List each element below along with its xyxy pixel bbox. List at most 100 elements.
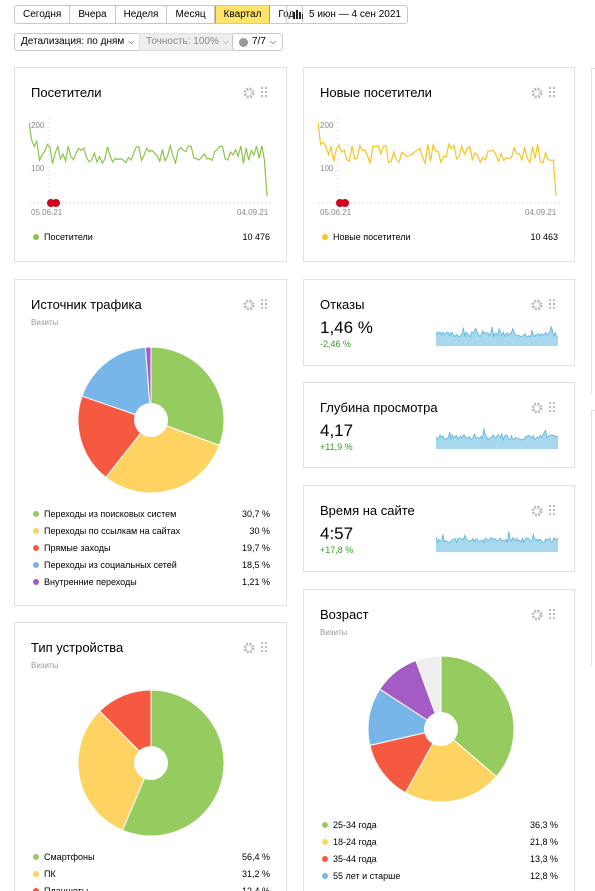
drag-handle-icon[interactable]: [549, 299, 557, 310]
metric-delta: +11,9 %: [320, 442, 353, 452]
legend-row[interactable]: Прямые заходы 19,7 %: [33, 542, 270, 554]
widget-subtitle: Визиты: [31, 661, 59, 670]
pie-slice[interactable]: [369, 728, 442, 794]
accuracy-dropdown[interactable]: Точность: 100% ⌵: [139, 33, 236, 51]
legend-row[interactable]: 25-34 года 36,3 %: [322, 819, 558, 831]
legend-dot: [322, 839, 328, 845]
legend-row[interactable]: Планшеты 12,4 %: [33, 885, 270, 891]
age-pie-chart: [367, 655, 515, 803]
period-month-button[interactable]: Месяц: [167, 6, 215, 23]
pie-slice[interactable]: [98, 689, 152, 765]
legend-dot: [322, 873, 328, 879]
gear-icon[interactable]: [531, 87, 543, 99]
metric-value: 1,46 %: [320, 318, 373, 337]
legend-dot: [33, 579, 39, 585]
widget-title: Новые посетители: [320, 85, 432, 100]
visitors-line-chart: [29, 118, 273, 207]
legend-value: 10 476: [242, 232, 270, 242]
offscreen-card-edge: [591, 410, 595, 666]
pie-slice[interactable]: [150, 346, 225, 447]
legend-value: 18,5 %: [241, 560, 270, 570]
y-tick-label: 200: [320, 121, 334, 130]
legend-dot: [33, 545, 39, 551]
legend-dot: [33, 854, 39, 860]
legend-label: Переходы из социальных сетей: [44, 560, 177, 570]
drag-handle-icon[interactable]: [261, 642, 269, 653]
y-tick-label: 200: [31, 121, 45, 130]
legend-dot: [322, 856, 328, 862]
gear-icon[interactable]: [243, 642, 255, 654]
widget-title: Возраст: [320, 607, 369, 622]
sparkline-line: [436, 428, 558, 442]
pie-slice[interactable]: [367, 688, 443, 746]
date-range-button[interactable]: 5 июн — 4 сен 2021: [286, 5, 408, 24]
new-visitors-series-line: [318, 121, 557, 197]
legend-dot: [33, 888, 39, 891]
legend-value: 13,3 %: [529, 854, 558, 864]
legend-value: 1,21 %: [241, 577, 270, 587]
legend-row[interactable]: Внутренние переходы 1,21 %: [33, 576, 270, 588]
drag-handle-icon[interactable]: [261, 87, 269, 98]
legend-row[interactable]: 18-24 года 21,8 %: [322, 836, 558, 848]
annotation-marker[interactable]: [52, 199, 60, 207]
legend-dot: [33, 871, 39, 877]
visitors-series-line: [29, 121, 268, 197]
donut-hole: [424, 712, 458, 746]
pie-slice[interactable]: [121, 689, 225, 837]
widget-title: Источник трафика: [31, 297, 142, 312]
gear-icon[interactable]: [531, 402, 543, 414]
drag-handle-icon[interactable]: [549, 609, 557, 620]
accuracy-label: Точность: 100%: [146, 36, 219, 47]
period-today-button[interactable]: Сегодня: [15, 6, 71, 23]
period-week-button[interactable]: Неделя: [115, 6, 168, 23]
donut-hole: [134, 403, 168, 437]
metric-value: 4:57: [320, 524, 354, 543]
drag-handle-icon[interactable]: [549, 402, 557, 413]
chevron-down-icon: ⌵: [269, 37, 276, 46]
segments-dropdown[interactable]: 7/7 ⌵: [232, 33, 283, 51]
pie-slice[interactable]: [81, 346, 152, 421]
legend-label: 18-24 года: [333, 837, 377, 847]
y-tick-label: 100: [320, 164, 334, 173]
legend-row[interactable]: ПК 31,2 %: [33, 868, 270, 880]
period-yesterday-button[interactable]: Вчера: [70, 6, 116, 23]
gear-icon[interactable]: [531, 299, 543, 311]
metric-delta: -2,46 %: [320, 339, 352, 349]
traffic-pie-chart: [77, 346, 225, 494]
y-tick-label: 100: [31, 164, 45, 173]
legend-row[interactable]: 35-44 года 13,3 %: [322, 853, 558, 865]
pie-slice[interactable]: [404, 728, 498, 803]
pie-slice[interactable]: [440, 655, 515, 778]
gear-icon[interactable]: [243, 299, 255, 311]
legend-row[interactable]: 55 лет и старше 12,8 %: [322, 870, 558, 882]
legend-row[interactable]: Новые посетители 10 463: [322, 231, 558, 243]
sparkline-area: [436, 531, 558, 552]
gear-icon[interactable]: [531, 505, 543, 517]
legend-row[interactable]: Переходы из социальных сетей 18,5 %: [33, 559, 270, 571]
pie-slice[interactable]: [77, 395, 152, 479]
bounce-sparkline: [436, 325, 558, 346]
legend-row[interactable]: Посетители 10 476: [33, 231, 270, 243]
drag-handle-icon[interactable]: [549, 87, 557, 98]
offscreen-card-edge: [591, 68, 595, 394]
legend-row[interactable]: Смартфоны 56,4 %: [33, 851, 270, 863]
segments-icon: [239, 37, 248, 47]
legend-label: Переходы из поисковых систем: [44, 509, 177, 519]
period-quarter-button[interactable]: Квартал: [214, 6, 271, 23]
visitors-widget: Посетители 200 100 05.06.21 04.09.21 Пос…: [14, 67, 287, 262]
legend-value: 12,4 %: [241, 886, 270, 891]
gear-icon[interactable]: [531, 609, 543, 621]
pie-slice[interactable]: [105, 419, 221, 494]
drag-handle-icon[interactable]: [261, 299, 269, 310]
segments-label: 7/7: [252, 36, 266, 47]
pie-slice[interactable]: [144, 346, 152, 421]
legend-value: 12,8 %: [529, 871, 558, 881]
pie-slice[interactable]: [77, 710, 152, 831]
gear-icon[interactable]: [243, 87, 255, 99]
legend-row[interactable]: Переходы из поисковых систем 30,7 %: [33, 508, 270, 520]
detail-dropdown[interactable]: Детализация: по дням ⌵: [14, 33, 142, 51]
legend-row[interactable]: Переходы по ссылкам на сайтах 30 %: [33, 525, 270, 537]
pie-slice[interactable]: [415, 655, 442, 730]
annotation-marker[interactable]: [341, 199, 349, 207]
drag-handle-icon[interactable]: [549, 505, 557, 516]
